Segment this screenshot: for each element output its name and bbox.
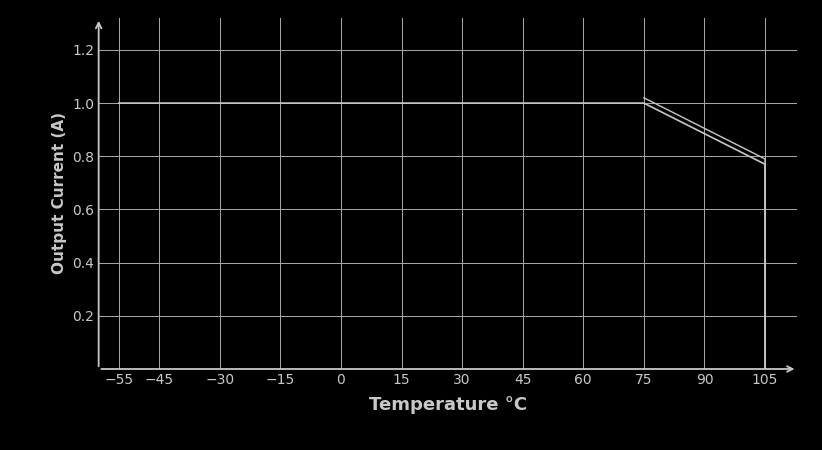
X-axis label: Temperature °C: Temperature °C — [369, 396, 527, 414]
Y-axis label: Output Current (A): Output Current (A) — [52, 112, 67, 274]
